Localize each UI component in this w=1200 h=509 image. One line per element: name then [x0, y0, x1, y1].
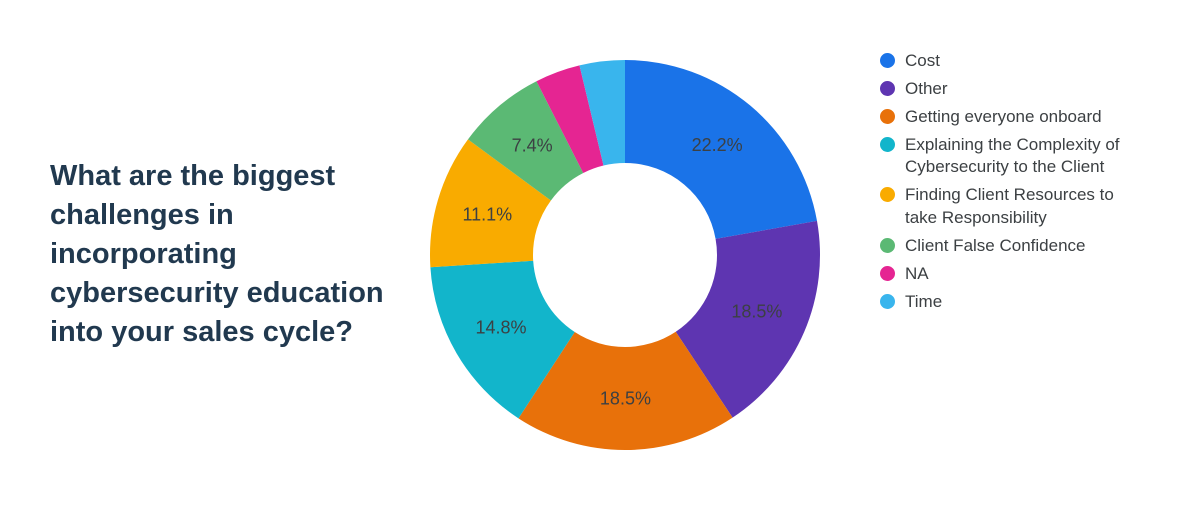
legend-item: Time	[880, 291, 1140, 313]
legend: Cost Other Getting everyone onboard Explain…	[840, 30, 1170, 319]
legend-item: Other	[880, 78, 1140, 100]
slice-pct-label: 18.5%	[600, 388, 651, 408]
legend-label: Explaining the Complexity of Cybersecuri…	[905, 134, 1140, 178]
legend-item: NA	[880, 263, 1140, 285]
legend-item: Client False Confidence	[880, 235, 1140, 257]
slice-pct-label: 7.4%	[512, 135, 553, 155]
legend-swatch	[880, 53, 895, 68]
legend-swatch	[880, 294, 895, 309]
donut-chart: 22.2% 18.5% 18.5% 14.8% 11.1% 7.4%	[410, 40, 840, 470]
legend-label: Time	[905, 291, 942, 313]
legend-item: Explaining the Complexity of Cybersecuri…	[880, 134, 1140, 178]
legend-swatch	[880, 81, 895, 96]
legend-swatch	[880, 266, 895, 281]
legend-label: Getting everyone onboard	[905, 106, 1102, 128]
legend-label: Client False Confidence	[905, 235, 1085, 257]
legend-item: Cost	[880, 50, 1140, 72]
legend-label: Other	[905, 78, 948, 100]
legend-swatch	[880, 238, 895, 253]
chart-title: What are the biggest challenges in incor…	[50, 157, 410, 353]
legend-item: Finding Client Resources to take Respons…	[880, 184, 1140, 228]
slice-pct-label: 22.2%	[692, 135, 743, 155]
slice-pct-label: 14.8%	[476, 317, 527, 337]
legend-swatch	[880, 187, 895, 202]
slice-pct-label: 11.1%	[462, 204, 512, 224]
legend-item: Getting everyone onboard	[880, 106, 1140, 128]
legend-label: Finding Client Resources to take Respons…	[905, 184, 1140, 228]
legend-label: NA	[905, 263, 929, 285]
legend-label: Cost	[905, 50, 940, 72]
slice-pct-label: 18.5%	[731, 301, 782, 321]
chart-container: What are the biggest challenges in incor…	[0, 0, 1200, 509]
legend-swatch	[880, 137, 895, 152]
legend-swatch	[880, 109, 895, 124]
